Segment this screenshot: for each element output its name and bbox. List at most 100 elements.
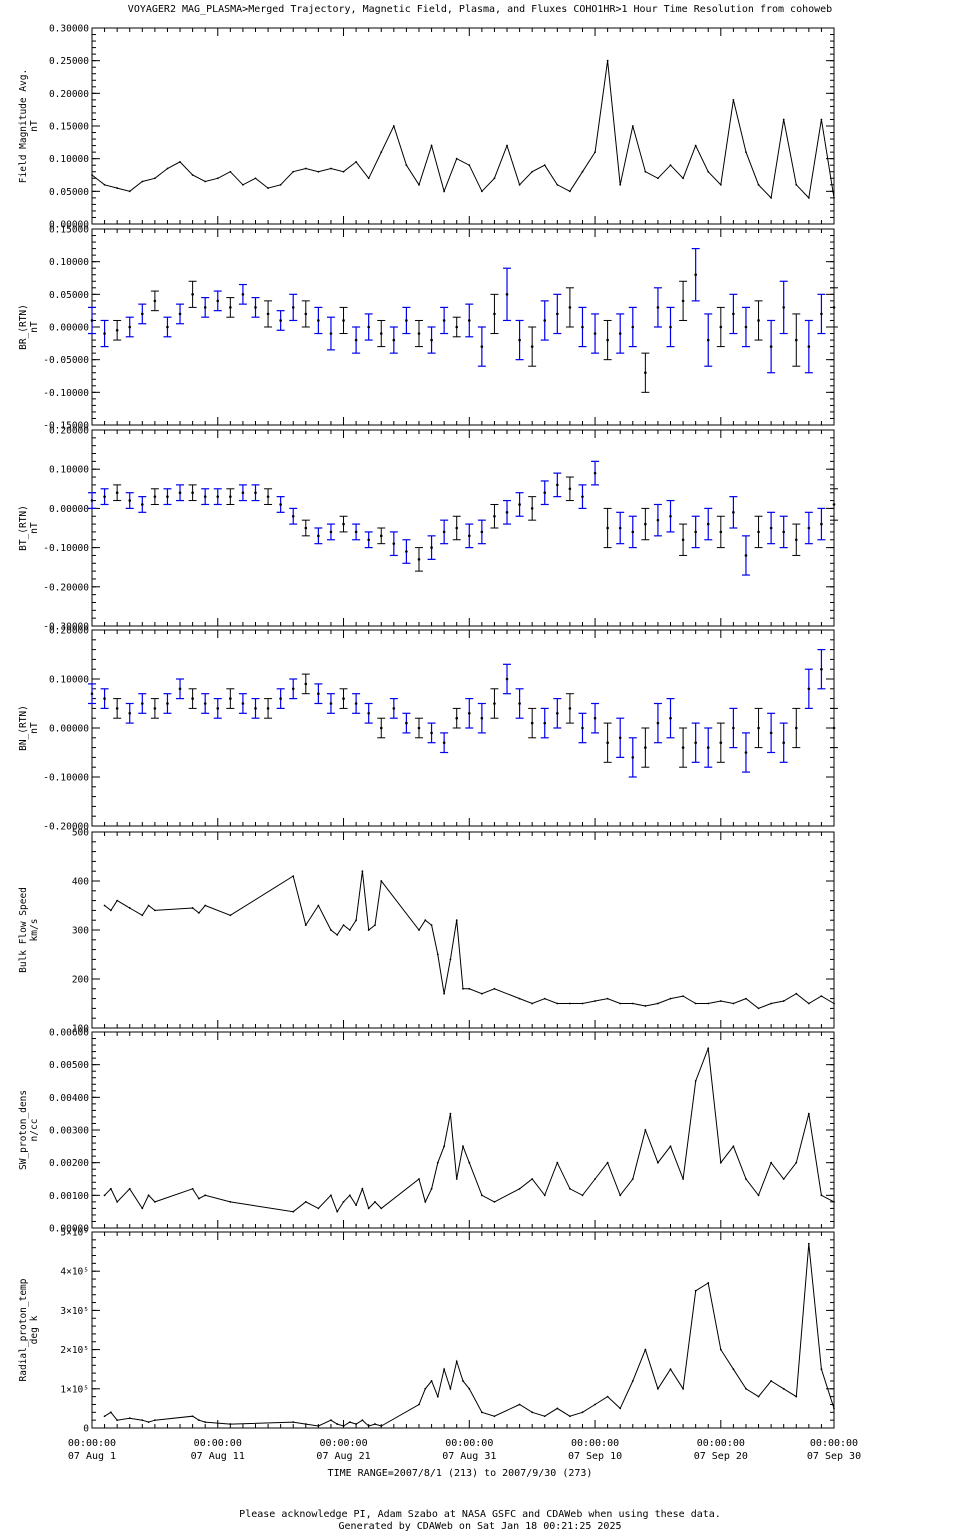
data-point xyxy=(807,1002,810,1005)
data-point xyxy=(682,1387,684,1390)
data-point xyxy=(757,319,760,322)
data-point xyxy=(191,491,194,495)
data-point xyxy=(304,1423,307,1425)
acknowledgement-text: Please acknowledge PI, Adam Szabo at NAS… xyxy=(239,1509,721,1520)
data-point xyxy=(367,1207,370,1210)
x-tick-time-label: 00:00:00 xyxy=(697,1438,745,1449)
data-point xyxy=(769,731,773,735)
data-point xyxy=(468,1161,471,1164)
data-point xyxy=(367,1425,370,1427)
data-point xyxy=(644,746,647,749)
y-axis-title: BN_(RTN) xyxy=(18,705,29,751)
y-tick-label: -0.30000 xyxy=(43,622,89,633)
y-tick-label: 0.15000 xyxy=(49,122,89,133)
data-point xyxy=(493,177,496,180)
data-point xyxy=(455,325,459,329)
data-point xyxy=(669,997,672,1000)
data-point xyxy=(518,702,521,705)
data-point xyxy=(606,526,609,530)
x-tick-time-label: 00:00:00 xyxy=(194,1438,242,1449)
data-point xyxy=(543,997,546,1000)
data-point xyxy=(644,522,647,526)
data-point xyxy=(467,712,471,715)
data-point xyxy=(782,1178,785,1180)
data-point xyxy=(795,992,798,995)
data-point xyxy=(682,995,684,998)
y-tick-label: 0.10000 xyxy=(49,465,89,476)
x-tick-time-label: 00:00:00 xyxy=(319,1438,367,1449)
y-tick-label: -0.10000 xyxy=(43,388,89,399)
y-axis-title: BR_(RTN) xyxy=(18,304,29,350)
data-point xyxy=(468,1387,471,1390)
y-tick-label: 300 xyxy=(72,926,89,937)
data-point xyxy=(204,904,207,907)
y-tick-label: -0.10000 xyxy=(43,773,89,784)
data-point xyxy=(531,1002,534,1005)
data-point xyxy=(103,697,106,700)
data-point xyxy=(367,325,370,329)
x-tick-date-label: 07 Aug 11 xyxy=(191,1451,245,1462)
panel-bn-rtn: -0.20000 -0.10000 0.00000 0.10000 0.20000 BN_… xyxy=(18,626,838,833)
data-point xyxy=(594,1403,596,1406)
data-point xyxy=(392,542,396,545)
data-point xyxy=(820,312,823,316)
data-point xyxy=(329,702,333,705)
data-point xyxy=(543,1194,546,1197)
data-point xyxy=(493,702,496,705)
data-point xyxy=(744,554,748,557)
data-point xyxy=(380,1207,383,1210)
data-point xyxy=(430,144,433,147)
y-tick-label: 400 xyxy=(72,877,89,888)
y-tick-label: 500 xyxy=(72,828,89,839)
data-point xyxy=(128,499,132,502)
data-point xyxy=(279,503,282,506)
data-point xyxy=(436,953,439,956)
y-tick-label: 200 xyxy=(72,975,89,986)
data-point xyxy=(355,919,358,922)
data-point xyxy=(354,702,358,705)
data-point xyxy=(279,319,282,322)
data-point xyxy=(430,546,433,549)
data-point xyxy=(336,934,339,936)
series-line xyxy=(91,60,835,199)
y-tick-label: 0.20000 xyxy=(49,426,89,437)
data-point xyxy=(392,125,395,127)
data-point xyxy=(782,530,785,534)
data-point xyxy=(606,59,609,62)
data-point xyxy=(354,338,358,342)
data-point xyxy=(405,550,408,553)
data-point xyxy=(348,929,351,931)
data-point xyxy=(493,514,496,518)
series-line xyxy=(104,1048,835,1213)
data-point xyxy=(795,1161,798,1164)
data-point xyxy=(147,1421,150,1424)
data-point xyxy=(141,503,144,506)
data-point xyxy=(342,924,345,926)
data-point xyxy=(644,1129,647,1131)
data-point xyxy=(745,151,747,154)
panel-frame xyxy=(91,429,835,627)
data-point xyxy=(644,371,647,375)
data-point xyxy=(505,293,509,296)
data-point xyxy=(367,929,370,931)
y-tick-label: -0.20000 xyxy=(43,582,89,593)
data-point xyxy=(694,741,697,744)
data-point xyxy=(279,697,282,700)
data-point xyxy=(795,1395,798,1398)
data-point xyxy=(467,319,471,322)
data-point xyxy=(707,170,710,173)
data-point xyxy=(103,1194,106,1197)
data-point xyxy=(618,526,622,530)
data-point xyxy=(631,530,635,534)
y-axis-unit: nT xyxy=(29,522,40,534)
data-point xyxy=(719,530,723,534)
y-tick-label: 0.00000 xyxy=(49,323,89,334)
y-tick-label: 0.00400 xyxy=(49,1093,89,1104)
data-point xyxy=(455,1178,458,1180)
data-point xyxy=(254,707,257,710)
data-point xyxy=(317,534,320,538)
data-point xyxy=(745,997,747,1000)
data-point xyxy=(304,526,308,530)
data-point xyxy=(568,1187,571,1190)
